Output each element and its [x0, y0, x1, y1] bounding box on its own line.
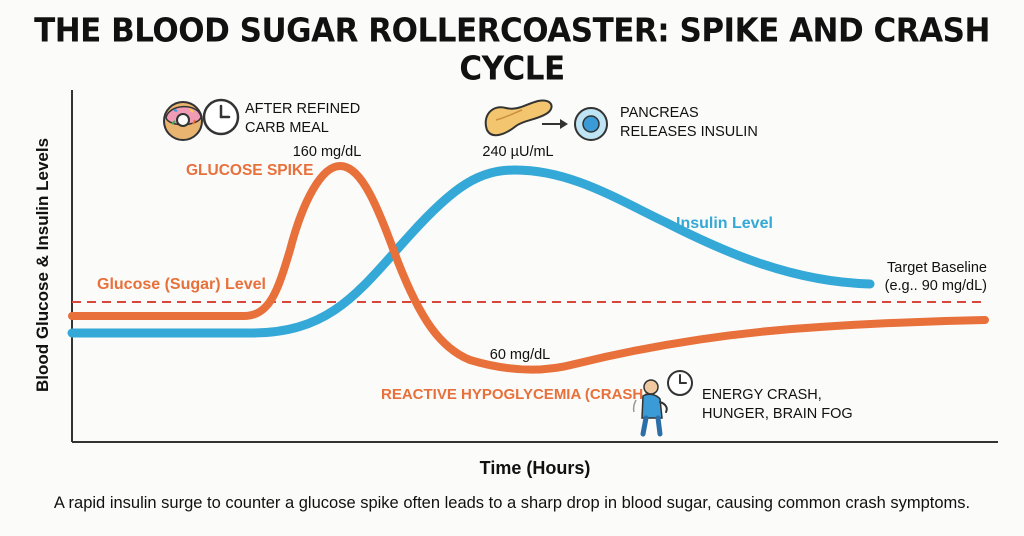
clock-icon: [202, 98, 240, 136]
insulin-peak-value: 240 µU/mL: [482, 144, 553, 160]
symptoms-line1: ENERGY CRASH,: [702, 387, 822, 403]
pancreas-icon: [484, 99, 553, 137]
spike-label: GLUCOSE SPIKE: [186, 162, 313, 179]
arrow-icon: [542, 119, 568, 129]
symptoms-line2: HUNGER, BRAIN FOG: [702, 406, 853, 422]
crash-value: 60 mg/dL: [490, 347, 550, 363]
pancreas-label-line2: RELEASES INSULIN: [620, 124, 758, 140]
y-axis-label: Blood Glucose & Insulin Levels: [33, 138, 52, 392]
glucose-curve: [68, 162, 989, 374]
crash-label: REACTIVE HYPOGLYCEMIA (CRASH): [381, 386, 648, 403]
cell-icon: [574, 107, 608, 141]
insulin-curve: [67, 165, 875, 338]
meal-label-line1: AFTER REFINED: [245, 101, 360, 117]
baseline-label-line2: (e.g.. 90 mg/dL): [885, 278, 987, 294]
meal-label-line2: CARB MEAL: [245, 120, 329, 136]
tired-person-icon: [632, 379, 668, 437]
x-axis-label: Time (Hours): [480, 458, 591, 478]
caption: A rapid insulin surge to counter a gluco…: [53, 494, 971, 512]
chart-title: THE BLOOD SUGAR ROLLERCOASTER: SPIKE AND…: [34, 11, 990, 89]
pancreas-label-line1: PANCREAS: [620, 105, 699, 121]
insulin-series-label: Insulin Level: [676, 215, 773, 232]
spike-value: 160 mg/dL: [293, 144, 362, 160]
donut-icon: [163, 101, 203, 141]
glucose-series-label: Glucose (Sugar) Level: [97, 276, 266, 293]
symptom-clock-icon: [667, 370, 693, 396]
baseline-label-line1: Target Baseline: [887, 260, 987, 276]
